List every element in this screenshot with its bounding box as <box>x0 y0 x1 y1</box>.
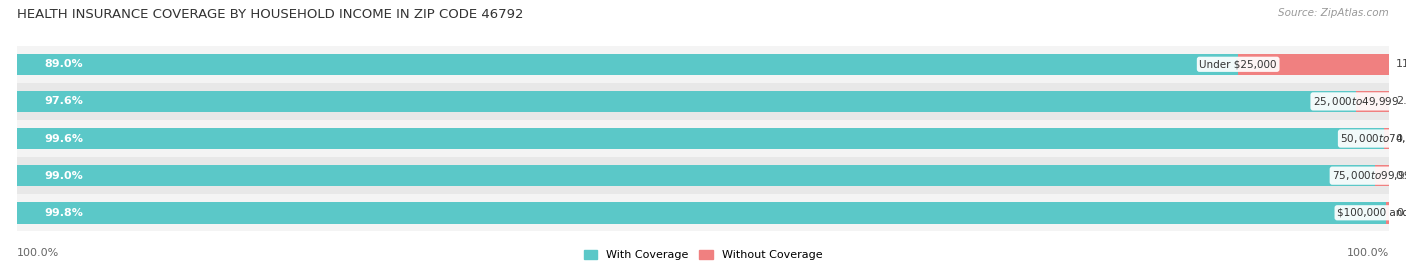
Bar <box>17 128 1384 149</box>
Text: 89.0%: 89.0% <box>45 59 83 69</box>
Text: 0.22%: 0.22% <box>1396 208 1406 218</box>
Text: $25,000 to $49,999: $25,000 to $49,999 <box>1313 95 1399 108</box>
Text: 99.8%: 99.8% <box>45 208 83 218</box>
Text: HEALTH INSURANCE COVERAGE BY HOUSEHOLD INCOME IN ZIP CODE 46792: HEALTH INSURANCE COVERAGE BY HOUSEHOLD I… <box>17 8 523 21</box>
Bar <box>17 46 1389 83</box>
Text: $75,000 to $99,999: $75,000 to $99,999 <box>1333 169 1406 182</box>
Text: Under $25,000: Under $25,000 <box>1199 59 1277 69</box>
Bar <box>1375 165 1389 186</box>
Text: $100,000 and over: $100,000 and over <box>1337 208 1406 218</box>
Bar <box>17 120 1389 157</box>
Text: 0.36%: 0.36% <box>1395 133 1406 144</box>
Bar <box>17 202 1386 224</box>
Text: 100.0%: 100.0% <box>1347 248 1389 258</box>
Bar <box>1384 128 1389 149</box>
Text: 99.6%: 99.6% <box>45 133 83 144</box>
Bar <box>17 194 1389 231</box>
Text: 11.0%: 11.0% <box>1396 59 1406 69</box>
Bar <box>1239 54 1389 75</box>
Bar <box>17 54 1239 75</box>
Bar <box>17 157 1389 194</box>
Bar <box>17 83 1389 120</box>
Text: 0.96%: 0.96% <box>1395 171 1406 181</box>
Text: 2.4%: 2.4% <box>1396 96 1406 107</box>
Text: 97.6%: 97.6% <box>45 96 83 107</box>
Bar <box>1357 91 1389 112</box>
Text: 100.0%: 100.0% <box>17 248 59 258</box>
Bar <box>1386 202 1389 224</box>
Text: Source: ZipAtlas.com: Source: ZipAtlas.com <box>1278 8 1389 18</box>
Bar <box>17 165 1375 186</box>
Text: 99.0%: 99.0% <box>45 171 83 181</box>
Bar <box>17 91 1357 112</box>
Text: $50,000 to $74,999: $50,000 to $74,999 <box>1340 132 1406 145</box>
Legend: With Coverage, Without Coverage: With Coverage, Without Coverage <box>581 246 825 263</box>
